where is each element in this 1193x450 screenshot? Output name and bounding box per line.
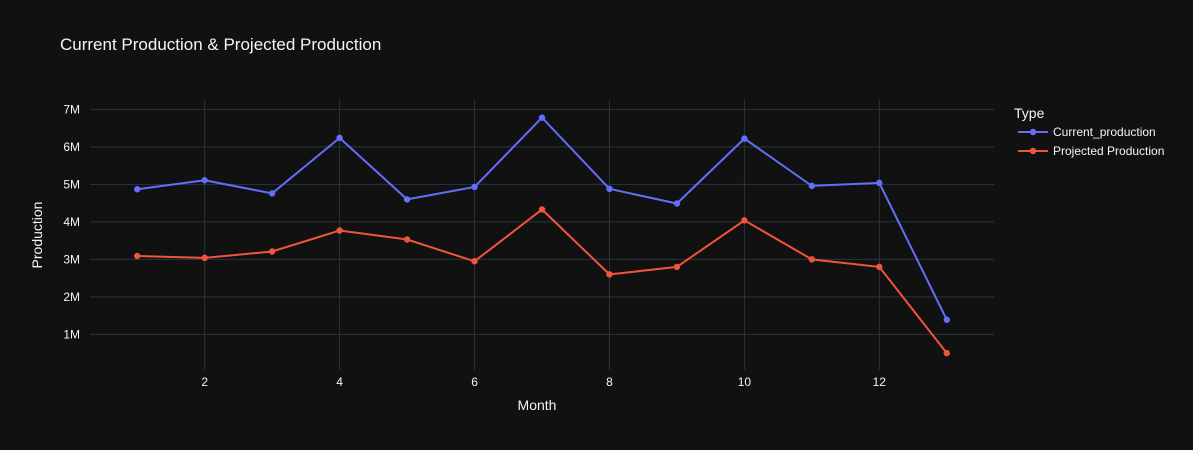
data-point[interactable] xyxy=(673,263,681,271)
data-point[interactable] xyxy=(538,114,546,121)
x-tick-label: 2 xyxy=(201,375,208,389)
legend-title: Type xyxy=(1014,105,1045,121)
legend-marker xyxy=(1029,128,1037,136)
x-tick-label: 8 xyxy=(606,375,613,389)
series-current-production xyxy=(134,114,950,323)
data-point[interactable] xyxy=(876,179,883,187)
y-tick-label: 3M xyxy=(63,252,80,266)
data-point[interactable] xyxy=(808,182,816,190)
y-axis-label: Production xyxy=(29,202,45,269)
legend-marker xyxy=(1029,147,1037,155)
x-gridlines xyxy=(204,100,880,370)
x-tick-label: 6 xyxy=(471,375,478,389)
x-tick-label: 10 xyxy=(738,375,752,389)
legend-label: Current_production xyxy=(1053,125,1156,139)
data-point[interactable] xyxy=(673,200,681,207)
data-point[interactable] xyxy=(606,271,613,278)
legend-item[interactable]: Current_production xyxy=(1018,125,1156,139)
x-axis-label: Month xyxy=(518,397,557,413)
x-tick-label: 12 xyxy=(873,375,887,389)
y-tick-label: 1M xyxy=(63,327,80,341)
legend[interactable]: Type Current_production Projected Product… xyxy=(1014,105,1164,158)
data-point[interactable] xyxy=(134,186,141,193)
data-point[interactable] xyxy=(336,227,343,234)
series-projected-production xyxy=(134,206,950,357)
data-point[interactable] xyxy=(741,217,748,224)
data-point[interactable] xyxy=(201,254,208,262)
y-tick-label: 7M xyxy=(63,102,80,116)
y-gridlines xyxy=(90,108,994,335)
data-point[interactable] xyxy=(943,349,950,357)
x-axis-ticks: 2 4 6 8 10 12 xyxy=(201,375,886,389)
data-point[interactable] xyxy=(741,135,748,142)
y-tick-label: 2M xyxy=(63,290,80,304)
y-axis-ticks: 1M 2M 3M 4M 5M 6M 7M xyxy=(63,102,80,341)
data-point[interactable] xyxy=(403,236,411,243)
data-point[interactable] xyxy=(201,177,208,184)
data-point[interactable] xyxy=(268,190,276,197)
data-point[interactable] xyxy=(538,206,546,213)
y-tick-label: 6M xyxy=(63,140,80,154)
legend-label: Projected Production xyxy=(1053,144,1164,158)
data-point[interactable] xyxy=(336,134,343,142)
series-layer xyxy=(134,114,950,357)
data-point[interactable] xyxy=(471,183,478,191)
data-point[interactable] xyxy=(606,185,613,193)
y-tick-label: 5M xyxy=(63,177,80,191)
x-tick-label: 4 xyxy=(336,375,343,389)
y-tick-label: 4M xyxy=(63,215,80,229)
data-point[interactable] xyxy=(808,256,816,263)
chart-title: Current Production & Projected Productio… xyxy=(60,35,381,54)
data-point[interactable] xyxy=(134,252,141,260)
data-point[interactable] xyxy=(268,248,276,255)
data-point[interactable] xyxy=(876,263,883,271)
legend-item[interactable]: Projected Production xyxy=(1018,144,1164,158)
data-point[interactable] xyxy=(471,258,478,265)
data-point[interactable] xyxy=(943,316,950,323)
data-point[interactable] xyxy=(403,196,411,203)
